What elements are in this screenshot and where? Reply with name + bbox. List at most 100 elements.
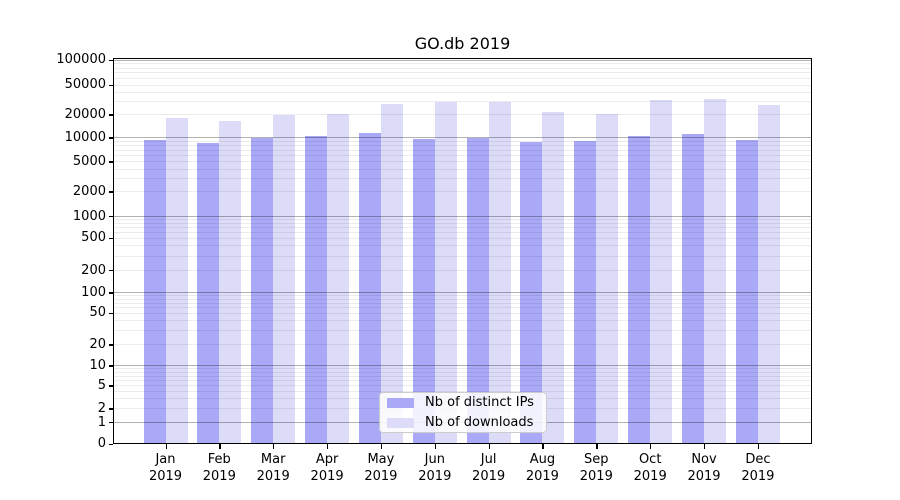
- y-tick-mark: [109, 237, 113, 239]
- bars-layer: [114, 59, 811, 443]
- x-tick-label: Feb 2019: [202, 452, 236, 484]
- minor-gridline: [114, 101, 811, 103]
- y-tick-label: 20: [89, 336, 106, 352]
- minor-gridline: [114, 114, 811, 116]
- y-tick-mark: [109, 422, 113, 424]
- legend-label-downloads: Nb of downloads: [425, 415, 534, 430]
- bar-nb-of-downloads-nov: [704, 99, 726, 443]
- bar-nb-of-distinct-ips-oct: [628, 135, 651, 443]
- bar-nb-of-downloads-mar: [273, 114, 296, 443]
- bar-nb-of-distinct-ips-jul: [466, 137, 489, 443]
- bar-nb-of-distinct-ips-jan: [143, 139, 166, 443]
- x-tick-label: Oct 2019: [633, 452, 667, 484]
- bar-nb-of-downloads-oct: [650, 99, 673, 443]
- axes-layer: 0 1 2 5 10 20 50 100 200 500 1000 2000 5000 10000 2000…: [56, 52, 811, 484]
- bar-nb-of-distinct-ips-may: [358, 133, 381, 443]
- minor-gridline: [114, 72, 811, 74]
- x-tick-mark: [273, 444, 275, 449]
- bar-nb-of-distinct-ips-aug: [520, 141, 543, 443]
- minor-gridline: [114, 168, 811, 170]
- major-gridline: [114, 365, 811, 367]
- minor-gridline: [114, 84, 811, 86]
- legend-item-distinct-ips: Nb of distinct IPs: [387, 395, 539, 410]
- major-gridline: [114, 216, 811, 217]
- y-tick-mark: [109, 292, 113, 294]
- bar-nb-of-distinct-ips-feb: [197, 143, 220, 443]
- major-gridline: [114, 292, 811, 294]
- minor-gridline: [114, 375, 811, 377]
- x-tick-label: Aug 2019: [525, 452, 559, 484]
- y-tick-label: 200: [81, 262, 106, 278]
- x-tick-mark: [650, 444, 652, 449]
- x-tick-label: Jun 2019: [418, 452, 452, 484]
- x-tick-label: Dec 2019: [741, 452, 775, 484]
- minor-gridline: [114, 155, 811, 156]
- bar-nb-of-downloads-may: [380, 104, 403, 443]
- y-tick-label: 500: [81, 230, 106, 245]
- minor-gridline: [114, 307, 811, 309]
- y-tick-mark: [109, 408, 113, 410]
- x-tick-label: Apr 2019: [310, 452, 344, 484]
- x-tick-mark: [596, 444, 598, 449]
- x-tick-mark: [488, 444, 490, 449]
- bar-nb-of-distinct-ips-apr: [305, 136, 328, 443]
- y-tick-mark: [109, 443, 113, 445]
- y-tick-mark: [109, 270, 113, 272]
- y-tick-label: 100000: [56, 52, 106, 67]
- x-tick-mark: [434, 444, 437, 449]
- minor-gridline: [114, 330, 811, 332]
- minor-gridline: [114, 91, 811, 93]
- y-tick-label: 20000: [64, 106, 106, 122]
- y-tick-mark: [109, 114, 113, 116]
- y-tick-mark: [109, 84, 113, 86]
- minor-gridline: [114, 255, 811, 257]
- x-tick-mark: [380, 444, 383, 449]
- minor-gridline: [114, 312, 811, 314]
- y-tick-label: 10: [89, 357, 106, 373]
- minor-gridline: [114, 237, 811, 239]
- legend-swatch-downloads: [387, 417, 414, 428]
- x-tick-mark: [219, 444, 221, 449]
- minor-gridline: [114, 295, 811, 297]
- minor-gridline: [114, 145, 811, 146]
- legend-item-downloads: Nb of downloads: [387, 415, 539, 430]
- legend: Nb of distinct IPs Nb of downloads: [379, 392, 547, 433]
- legend-label-distinct-ips: Nb of distinct IPs: [425, 395, 534, 410]
- y-tick-label: 10000: [64, 129, 106, 145]
- bar-nb-of-downloads-dec: [757, 104, 780, 443]
- bar-nb-of-distinct-ips-jun: [412, 139, 435, 443]
- chart-title: GO.db 2019: [414, 34, 511, 53]
- minor-gridline: [114, 371, 811, 373]
- y-tick-mark: [109, 312, 113, 314]
- minor-gridline: [114, 368, 811, 370]
- y-tick-label: 2000: [72, 183, 106, 199]
- y-tick-mark: [109, 59, 113, 61]
- bar-nb-of-downloads-sep: [596, 113, 619, 443]
- minor-gridline: [114, 385, 811, 387]
- bar-nb-of-distinct-ips-nov: [682, 134, 704, 443]
- minor-gridline: [114, 320, 811, 322]
- y-tick-mark: [109, 161, 113, 163]
- minor-gridline: [114, 67, 811, 69]
- y-tick-mark: [109, 385, 113, 387]
- x-tick-label: Jan 2019: [148, 452, 183, 484]
- y-tick-label: 2: [97, 400, 106, 416]
- minor-gridline: [114, 380, 811, 381]
- x-tick-label: Mar 2019: [256, 452, 290, 484]
- minor-gridline: [114, 191, 811, 193]
- x-tick-label: Nov 2019: [687, 452, 721, 484]
- minor-gridline: [114, 344, 811, 346]
- minor-gridline: [114, 77, 811, 79]
- y-tick-mark: [109, 216, 113, 218]
- y-tick-mark: [109, 191, 113, 193]
- minor-gridline: [114, 302, 811, 304]
- x-tick-mark: [704, 444, 706, 449]
- bar-nb-of-downloads-jun: [434, 101, 457, 443]
- minor-gridline: [114, 270, 811, 271]
- minor-gridline: [114, 178, 811, 179]
- bar-nb-of-downloads-aug: [542, 112, 565, 443]
- bar-nb-of-downloads-apr: [327, 113, 350, 443]
- minor-gridline: [114, 219, 811, 221]
- y-tick-label: 100: [81, 284, 106, 300]
- minor-gridline: [114, 222, 811, 224]
